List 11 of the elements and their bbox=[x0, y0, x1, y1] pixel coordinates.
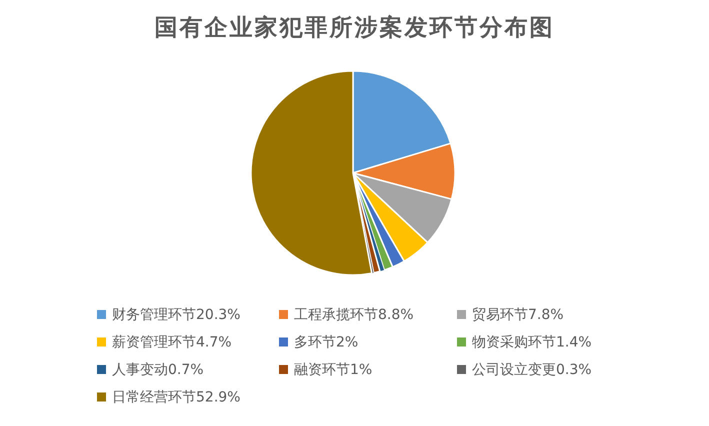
legend-label: 工程承揽环节8.8% bbox=[294, 307, 414, 323]
legend-label: 日常经营环节52.9% bbox=[112, 390, 240, 406]
legend-label: 贸易环节7.8% bbox=[472, 307, 564, 323]
legend-label: 融资环节1% bbox=[294, 362, 372, 378]
chart-title: 国有企业家犯罪所涉案发环节分布图 bbox=[154, 14, 554, 41]
legend-label: 人事变动0.7% bbox=[112, 362, 204, 378]
legend-label: 薪资管理环节4.7% bbox=[112, 334, 232, 350]
legend-label: 财务管理环节20.3% bbox=[112, 307, 240, 323]
legend-label: 公司设立变更0.3% bbox=[472, 362, 592, 378]
legend-label: 物资采购环节1.4% bbox=[472, 334, 592, 350]
legend-label: 多环节2% bbox=[294, 334, 358, 350]
